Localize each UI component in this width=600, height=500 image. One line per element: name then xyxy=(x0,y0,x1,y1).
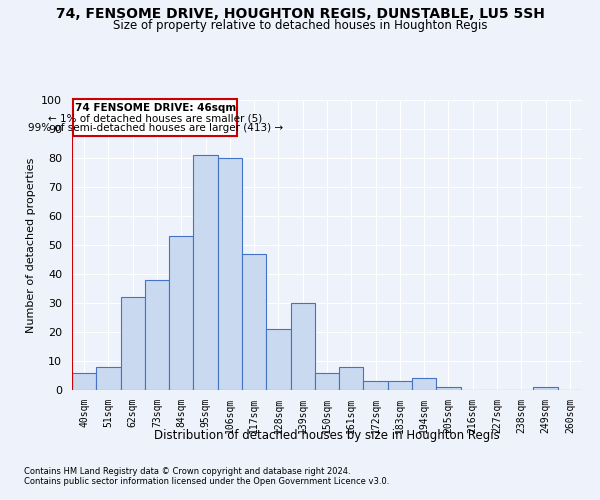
Bar xyxy=(364,382,388,390)
Bar xyxy=(169,236,193,390)
Text: Contains HM Land Registry data © Crown copyright and database right 2024.: Contains HM Land Registry data © Crown c… xyxy=(24,467,350,476)
Bar xyxy=(290,303,315,390)
Bar xyxy=(315,372,339,390)
Text: 74, FENSOME DRIVE, HOUGHTON REGIS, DUNSTABLE, LU5 5SH: 74, FENSOME DRIVE, HOUGHTON REGIS, DUNST… xyxy=(56,8,544,22)
Bar xyxy=(218,158,242,390)
Text: Contains public sector information licensed under the Open Government Licence v3: Contains public sector information licen… xyxy=(24,477,389,486)
Bar xyxy=(96,367,121,390)
Text: Size of property relative to detached houses in Houghton Regis: Size of property relative to detached ho… xyxy=(113,19,487,32)
Bar xyxy=(412,378,436,390)
Text: Distribution of detached houses by size in Houghton Regis: Distribution of detached houses by size … xyxy=(154,428,500,442)
Bar xyxy=(388,382,412,390)
Y-axis label: Number of detached properties: Number of detached properties xyxy=(26,158,36,332)
FancyBboxPatch shape xyxy=(73,98,237,136)
Bar xyxy=(339,367,364,390)
Bar xyxy=(266,329,290,390)
Bar xyxy=(242,254,266,390)
Text: ← 1% of detached houses are smaller (5): ← 1% of detached houses are smaller (5) xyxy=(48,113,262,123)
Bar xyxy=(121,297,145,390)
Text: 99% of semi-detached houses are larger (413) →: 99% of semi-detached houses are larger (… xyxy=(28,123,283,133)
Bar xyxy=(533,387,558,390)
Bar xyxy=(193,155,218,390)
Bar xyxy=(72,372,96,390)
Text: 74 FENSOME DRIVE: 46sqm: 74 FENSOME DRIVE: 46sqm xyxy=(74,103,236,113)
Bar xyxy=(145,280,169,390)
Bar xyxy=(436,387,461,390)
